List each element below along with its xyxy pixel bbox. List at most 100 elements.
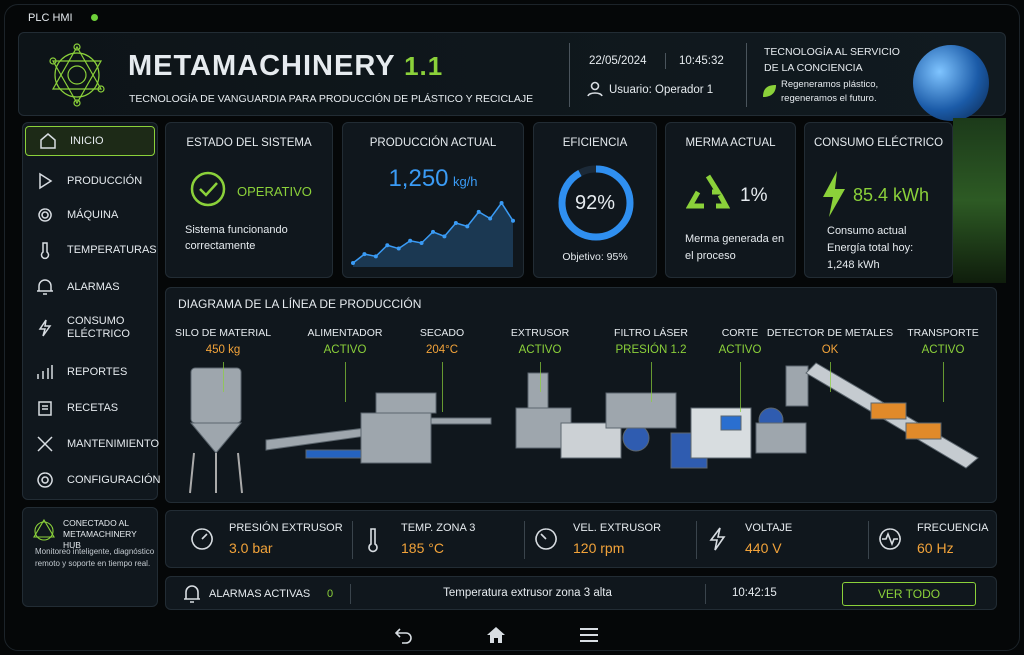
- station-name: SECADO: [419, 327, 465, 339]
- metric-value: 185 °C: [401, 540, 444, 556]
- station-name: ALIMENTADOR: [307, 327, 383, 339]
- card-title: ESTADO DEL SISTEMA: [186, 137, 312, 149]
- menu-icon: [37, 436, 53, 452]
- ok-icon: [190, 171, 226, 207]
- metric-label: PRESIÓN EXTRUSOR: [229, 522, 343, 534]
- icon-path: [191, 528, 213, 550]
- menu-label: CONFIGURACIÓN: [67, 473, 161, 486]
- station-status: ACTIVO: [518, 344, 562, 356]
- metric-icon: [709, 527, 726, 551]
- menu-item[interactable]: TEMPERATURAS: [23, 235, 158, 265]
- menu-item[interactable]: CONFIGURACIÓN: [23, 465, 161, 495]
- icon-path: [368, 528, 378, 553]
- menu-item[interactable]: INICIO: [25, 126, 155, 156]
- card-power: CONSUMO ELÉCTRICO 85.4 kWh Consumo actua…: [804, 122, 953, 278]
- slogan: TECNOLOGÍA AL SERVICIO DE LA CONCIENCIA: [764, 44, 900, 76]
- menu-item[interactable]: CONSUMO ELÉCTRICO: [23, 313, 158, 343]
- station-name: SILO DE MATERIAL: [174, 327, 272, 339]
- efficiency-arc: [558, 165, 634, 241]
- menu-icon: [39, 172, 53, 190]
- menu-label: RECETAS: [67, 401, 119, 414]
- station-status: 204°C: [425, 344, 459, 356]
- menu-item[interactable]: RECETAS: [23, 393, 158, 423]
- card-text: Sistema funcionando correctamente: [185, 224, 288, 252]
- version: 1.1: [404, 51, 444, 81]
- station-status: ACTIVO: [921, 344, 965, 356]
- hub-title: CONECTADO AL METAMACHINERY HUB: [63, 518, 137, 550]
- menu-button[interactable]: [579, 627, 599, 643]
- back-button[interactable]: [394, 626, 414, 644]
- leader-line: [651, 362, 652, 402]
- efficiency-ring: [558, 165, 634, 241]
- trend-point: [499, 201, 504, 205]
- user-icon: [587, 81, 603, 97]
- card-efficiency: EFICIENCIA 92% Objetivo: 95%: [533, 122, 657, 278]
- logo: [49, 43, 105, 107]
- alarm-bar: ALARMAS ACTIVAS 0 Temperatura extrusor z…: [165, 576, 997, 610]
- power-text: Consumo actual Energía total hoy: 1,248 kW…: [827, 223, 913, 274]
- waste-value: 1%: [740, 185, 768, 206]
- menu-label: INICIO: [70, 134, 104, 147]
- icon-path: [38, 319, 52, 337]
- production-value: 1,250: [388, 165, 449, 192]
- plant-image: [953, 118, 1006, 283]
- power-line: Consumo actual: [827, 225, 907, 237]
- view-all-button[interactable]: VER TODO: [842, 582, 976, 606]
- station-status: ACTIVO: [323, 344, 367, 356]
- machines: [189, 362, 979, 494]
- trend-area: [353, 203, 513, 267]
- icon-path: [709, 527, 726, 551]
- menu-item[interactable]: REPORTES: [23, 357, 158, 387]
- trend-point: [465, 224, 470, 229]
- leader-line: [540, 362, 541, 392]
- icon-path: [38, 401, 52, 416]
- metric-icon: [368, 528, 378, 553]
- trend-point: [419, 241, 424, 245]
- menu-icon: [37, 279, 53, 295]
- menu-item[interactable]: MÁQUINA: [23, 200, 158, 230]
- station-status: 450 kg: [205, 344, 241, 356]
- menu-label: TEMPERATURAS: [67, 243, 157, 256]
- menu-label: MANTENIMIENTO: [67, 437, 160, 450]
- leader-line: [223, 362, 224, 392]
- trend-point: [431, 229, 435, 234]
- card-text: Merma generada en el proceso: [685, 233, 785, 262]
- station-name: FILTRO LÁSER: [614, 327, 688, 339]
- production: 1,250 kg/h: [343, 165, 523, 193]
- icon-path: [37, 436, 53, 452]
- power-line: Energía total hoy:: [827, 242, 914, 254]
- icon-path: [535, 528, 557, 550]
- home-button[interactable]: [486, 626, 506, 644]
- diagram-title: DIAGRAMA DE LA LÍNEA DE PRODUCCIÓN: [178, 297, 422, 311]
- menu-item[interactable]: MANTENIMIENTO: [23, 429, 160, 459]
- divider: [569, 43, 570, 107]
- hub-text: Monitoreo inteligente, diagnóstico remot…: [35, 547, 155, 568]
- menu-item[interactable]: PRODUCCIÓN: [23, 166, 158, 196]
- sidebar: INICIO PRODUCCIÓN MÁQUINA TEMPERATURAS ALARM…: [22, 122, 161, 500]
- brand-name: METAMACHINERY: [128, 50, 396, 82]
- card-title: EFICIENCIA: [562, 137, 628, 149]
- divider: [350, 584, 351, 604]
- card-production: PRODUCCIÓN ACTUAL 1,250 kg/h: [342, 122, 524, 278]
- efficiency-label: 92%: [574, 192, 616, 214]
- power-line: 1,248 kWh: [827, 259, 880, 271]
- claim: Regeneramos plástico, regeneramos el futu…: [781, 78, 878, 106]
- menu-icon: [38, 208, 52, 222]
- menu-label: MÁQUINA: [67, 208, 119, 221]
- target: Objetivo: 95%: [562, 251, 628, 263]
- leader-line: [943, 362, 944, 402]
- trend-point: [408, 238, 413, 243]
- trend-point: [442, 234, 447, 239]
- menu-icon: [37, 365, 53, 379]
- station-name: TRANSPORTE: [907, 327, 979, 339]
- menu-item[interactable]: ALARMAS: [23, 272, 158, 302]
- status: OPERATIVO: [237, 184, 312, 199]
- metrics-bar: PRESIÓN EXTRUSOR 3.0 bar TEMP. ZONA 3 185 °…: [165, 510, 997, 568]
- icon-path: [37, 472, 53, 488]
- alarm-label: ALARMAS ACTIVAS: [209, 588, 311, 600]
- divider: [665, 53, 666, 69]
- metric-label: VOLTAJE: [745, 522, 793, 534]
- metric-icon: [191, 528, 213, 550]
- icon-path: [37, 365, 53, 379]
- production-unit: kg/h: [452, 174, 478, 189]
